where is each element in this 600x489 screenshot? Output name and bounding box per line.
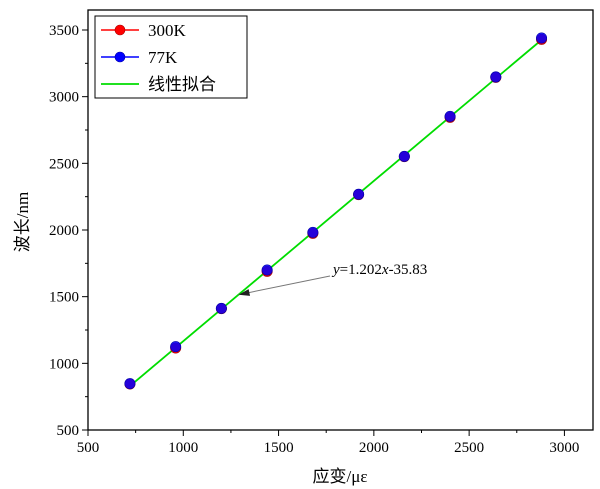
legend: 300K 77K 线性拟合 [94,15,248,99]
y-axis-label: 波长/nm [13,192,32,252]
fit-equation-text: y=1.202x-35.83 [331,262,427,278]
point-77k [124,378,136,390]
legend-300k-label: 300K [148,21,187,40]
x-tick-label: 1000 [168,440,198,456]
legend-77k-marker [114,51,126,63]
point-77k [490,71,502,83]
point-77k [261,264,273,276]
fit-line [129,39,543,387]
point-77k [444,110,456,122]
y-tick-label: 2000 [49,223,79,239]
fit-equation-x: x [381,262,389,278]
fit-equation-y: y [331,262,340,278]
y-tick-label: 1000 [49,356,79,372]
annotation-arrow-line [238,275,331,296]
y-axis-ticks: 500 1000 1500 2000 2500 3000 3500 [49,23,88,439]
fit-equation-annotation: y=1.202x-35.83 [238,262,427,296]
point-77k [398,150,410,162]
fit-equation-intercept: -35.83 [389,262,428,278]
x-axis-ticks: 500 1000 1500 2000 2500 3000 [77,430,579,456]
fit-equation-coefficient: =1.202 [340,262,382,278]
x-axis-label: 应变/με [313,467,368,486]
legend-77k-label: 77K [148,48,178,67]
x-tick-label: 1500 [264,440,294,456]
point-77k [353,188,365,200]
y-tick-label: 3500 [49,23,79,39]
point-77k [307,226,319,238]
points-layer [124,32,548,390]
point-77k [536,32,548,44]
legend-300k-marker [114,24,126,36]
legend-fit-label: 线性拟合 [148,75,216,94]
point-77k [170,341,182,353]
x-tick-label: 3000 [549,440,579,456]
annotation-arrow-head [238,289,251,296]
y-tick-label: 2500 [49,156,79,172]
x-tick-label: 2000 [359,440,389,456]
point-77k [215,302,227,314]
x-tick-label: 500 [77,440,100,456]
x-tick-label: 2500 [454,440,484,456]
y-tick-label: 500 [57,423,80,439]
y-tick-label: 3000 [49,90,79,106]
y-tick-label: 1500 [49,290,79,306]
plot-frame [87,9,594,431]
fit-layer [129,39,543,387]
